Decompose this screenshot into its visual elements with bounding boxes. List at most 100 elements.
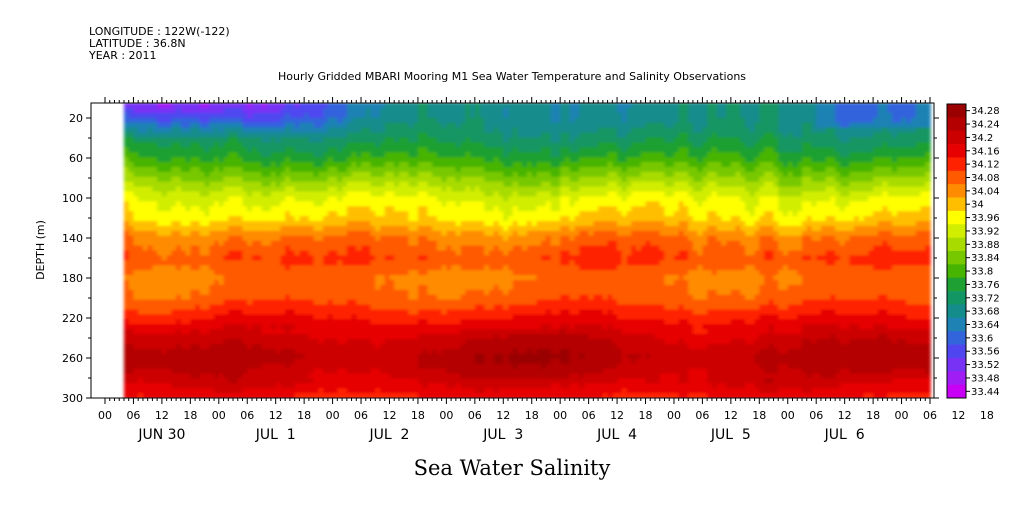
heat-cell [242,186,249,193]
heat-cell [498,289,505,296]
heat-cell [493,166,500,173]
heat-cell [356,122,362,129]
heat-cell [470,122,476,129]
heat-cell [389,368,396,375]
heat-cell [247,196,253,203]
heat-cell [484,314,490,321]
heat-cell [289,216,296,222]
heat-cell [375,107,381,114]
heat-cell [228,147,234,153]
heat-cell [237,201,244,208]
heat-cell [176,112,182,119]
heat-cell [261,314,268,321]
heat-cell [422,348,429,355]
heat-cell [455,117,462,124]
heat-cell [195,166,201,173]
heat-cell [489,348,495,355]
heat-cell [417,176,424,183]
heat-cell [152,334,158,340]
heat-cell [417,127,424,134]
heat-cell [180,103,187,109]
heat-cell [332,329,339,335]
heat-cell [479,235,486,242]
heat-cell [142,378,149,385]
heat-cell [190,240,196,247]
heat-cell [446,245,452,252]
heat-cell [228,211,234,217]
heat-cell [228,294,234,301]
heat-cell [460,314,467,321]
heat-cell [280,216,286,222]
heat-cell [332,186,339,193]
heat-cell [214,152,220,158]
heat-cell [413,225,419,232]
heat-cell [484,225,490,232]
heat-cell [394,235,400,242]
heat-cell [436,289,443,296]
heat-cell [337,280,343,286]
heat-cell [247,181,253,188]
heat-cell [512,353,519,360]
heat-cell [209,373,215,380]
heat-cell [280,206,286,212]
heat-cell [304,373,310,380]
heat-cell [195,147,201,153]
heat-cell [204,103,211,109]
heat-cell [204,289,211,296]
heat-cell [275,127,282,134]
heat-cell [489,216,495,222]
heat-cell [190,280,196,286]
heat-cell [209,235,215,242]
heat-cell [256,245,263,252]
heat-cell [465,260,471,267]
heat-cell [237,171,244,178]
heat-cell [342,201,348,208]
heat-cell [517,107,524,114]
heat-cell [436,270,443,276]
heat-cell [380,329,386,335]
heat-cell [384,324,391,330]
heat-cell [403,201,410,208]
heat-cell [289,132,296,139]
heat-cell [446,122,452,129]
heat-cell [512,191,519,198]
heat-cell [489,343,495,350]
heat-cell [233,147,239,153]
heat-cell [493,201,500,208]
heat-cell [446,304,452,311]
heat-cell [161,299,168,306]
heat-cell [460,250,467,257]
heat-cell [384,147,391,153]
heat-cell [451,157,457,163]
heat-cell [327,280,334,286]
heat-cell [365,250,372,257]
heat-cell [242,206,249,212]
heat-cell [270,206,277,212]
heat-cell [460,329,467,335]
heat-cell [233,339,239,345]
heat-cell [441,339,448,345]
heat-cell [484,221,490,227]
heat-cell [123,127,130,134]
heat-cell [394,383,400,389]
heat-cell [432,353,438,360]
heat-cell [356,373,362,380]
heat-cell [323,181,329,188]
heat-cell [332,270,339,276]
heat-cell [465,162,471,168]
heat-cell [299,201,305,208]
heat-cell [498,230,505,237]
heat-cell [470,225,476,232]
heat-cell [375,162,381,168]
heat-cell [484,191,490,198]
heat-cell [152,157,158,163]
heat-cell [218,388,225,394]
heat-cell [470,294,476,301]
heat-cell [152,388,158,394]
heat-cell [361,221,367,227]
heat-cell [394,319,400,326]
heat-cell [204,201,211,208]
heat-cell [498,358,505,365]
heat-cell [365,147,372,153]
heat-cell [337,201,343,208]
